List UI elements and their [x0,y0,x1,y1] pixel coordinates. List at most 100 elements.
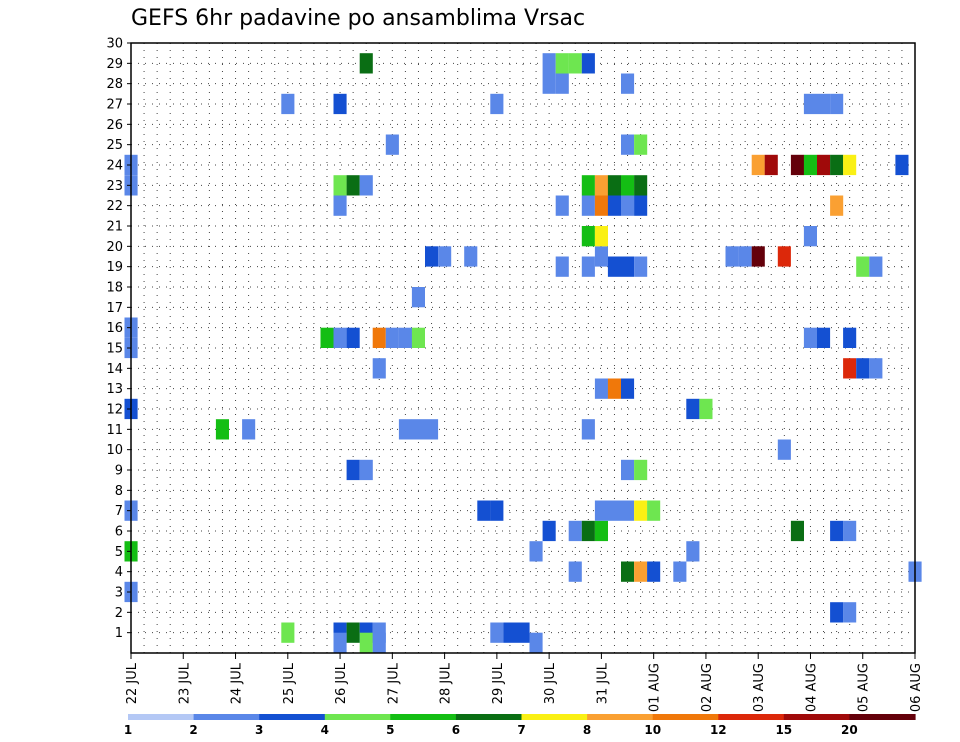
y-tick-label: 3 [115,586,123,601]
heatmap-cell [621,195,635,216]
heatmap-cell [621,175,635,196]
y-tick-label: 20 [106,240,123,255]
colorbar-label: 8 [583,723,591,737]
heatmap-cell [490,622,504,643]
y-tick-label: 30 [106,37,123,52]
heatmap-cell [607,175,621,196]
heatmap-cell [607,195,621,216]
heatmap-cell [581,195,595,216]
heatmap-cell [686,541,700,562]
heatmap-cell [817,327,831,348]
heatmap-cell [333,327,347,348]
y-tick-label: 1 [115,626,123,641]
heatmap-cell [634,256,648,277]
heatmap-cell [594,520,608,542]
x-tick-label: 30 JUL [543,662,558,704]
colorbar-label: 3 [255,723,263,737]
heatmap-cell [830,93,844,115]
heatmap-cell [346,622,360,643]
y-tick-label: 13 [106,382,123,397]
y-tick-label: 8 [115,484,123,499]
heatmap-cell [843,327,857,348]
heatmap-cell [411,419,425,440]
x-tick-label: 23 JUL [177,662,192,704]
colorbar-swatch [128,714,195,720]
y-tick-label: 19 [106,260,123,275]
colorbar-swatch [587,714,654,720]
x-tick-label: 05 AUG [857,663,872,712]
heatmap-cell [634,500,648,521]
heatmap-cell [621,459,635,481]
colorbar-swatch [652,714,719,720]
x-tick-label: 31 JUL [595,662,610,704]
y-tick-label: 14 [106,362,123,377]
heatmap-cell [320,327,334,348]
heatmap-cell [790,520,804,542]
heatmap-cell [359,175,373,196]
colorbar-swatch [455,714,523,720]
heatmap-cell [490,500,504,521]
heatmap-cell [738,246,752,267]
heatmap-cell [843,154,857,176]
colorbar-label: 1 [124,723,132,737]
heatmap-cell [673,561,687,582]
x-tick-label: 06 AUG [909,663,924,712]
heatmap-cell [803,93,817,115]
heatmap-cell [581,520,595,542]
y-tick-label: 15 [106,342,123,357]
heatmap-cell [477,500,491,521]
heatmap-cell [751,246,765,267]
heatmap-cell [359,459,373,481]
colorbar-label: 10 [644,723,661,737]
heatmap-cell [346,459,360,481]
heatmap-cell [555,73,569,94]
y-tick-label: 10 [106,443,123,458]
heatmap-cell [425,419,439,440]
heatmap-cell [581,226,595,247]
x-tick-label: 22 JUL [125,662,140,704]
colorbar-label: 2 [189,723,197,737]
x-tick-label: 02 AUG [700,663,715,712]
heatmap-cell [817,154,831,176]
y-tick-label: 2 [115,606,123,621]
heatmap-cell [385,134,399,155]
heatmap-cell [699,398,713,420]
heatmap-cell [372,327,386,348]
heatmap-cell [555,195,569,216]
x-tick-label: 24 JUL [230,662,245,704]
colorbar-swatch [849,714,916,720]
heatmap-cell [359,632,373,653]
heatmap-cell [777,439,791,460]
colorbar-swatch [193,714,260,720]
y-tick-label: 5 [115,545,123,560]
heatmap-cell [686,398,700,420]
heatmap-cell [411,287,425,308]
heatmap-cell [281,93,295,115]
y-tick-label: 6 [115,525,123,540]
heatmap-cell [542,520,556,542]
y-tick-label: 25 [106,138,123,153]
heatmap-cell [333,175,347,196]
x-tick-label: 03 AUG [752,663,767,712]
y-tick-label: 24 [106,159,123,174]
heatmap-cell [607,256,621,277]
y-tick-label: 17 [106,301,123,316]
y-tick-label: 22 [106,199,123,214]
colorbar-label: 6 [452,723,460,737]
y-tick-label: 11 [106,423,123,438]
heatmap-cell [490,93,504,115]
heatmap-cell [568,520,582,542]
heatmap-cell [843,602,857,623]
heatmap-cell [398,419,412,440]
y-tick-label: 12 [106,403,123,418]
heatmap-cell [634,561,648,582]
heatmap-cell [647,500,661,521]
heatmap-cell [843,520,857,542]
x-tick-label: 29 JUL [491,662,506,704]
heatmap-cell [581,175,595,196]
y-tick-label: 21 [106,220,123,235]
heatmap-cell [830,602,844,623]
colorbar-label: 4 [321,723,329,737]
heatmap-cell [281,622,295,643]
x-tick-label: 04 AUG [804,663,819,712]
